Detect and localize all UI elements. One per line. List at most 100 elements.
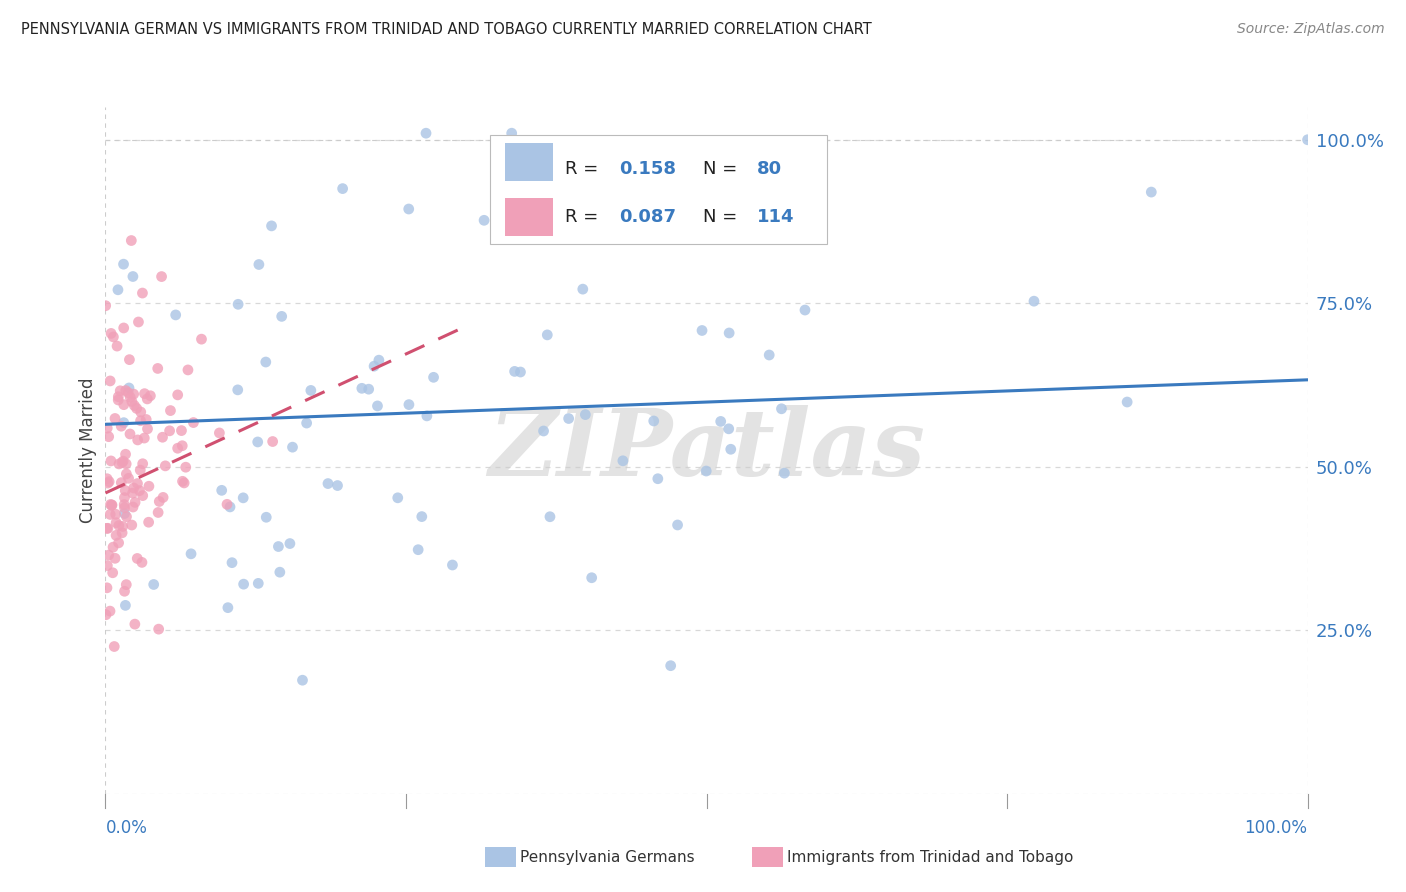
Point [127,315,149,329]
Point [501,126,523,140]
Point [134,386,156,401]
Point [118,381,141,395]
Point [165,308,187,322]
Point [134,431,156,445]
Point [112,257,135,271]
Point [152,430,174,444]
Point [226,297,249,311]
Point [533,424,555,438]
Point [107,390,129,404]
Text: ZIPatlas: ZIPatlas [488,406,925,495]
Point [538,509,561,524]
Point [100,498,122,512]
Point [96,581,118,595]
Point [111,456,134,470]
Point [148,622,170,636]
Y-axis label: Currently Married: Currently Married [79,377,97,524]
Text: N =: N = [703,160,742,178]
Point [269,565,291,579]
Text: Source: ZipAtlas.com: Source: ZipAtlas.com [1237,22,1385,37]
Point [110,419,132,434]
Point [270,310,292,324]
Point [142,577,165,591]
Point [100,498,122,512]
Point [127,476,149,491]
Point [97,521,120,535]
Point [94,299,117,313]
Text: R =: R = [565,160,603,178]
Point [115,577,138,591]
Point [180,547,202,561]
Point [794,303,817,318]
Point [159,424,181,438]
Point [366,399,388,413]
Point [96,521,118,535]
Point [247,576,270,591]
Point [125,401,148,416]
Point [246,434,269,449]
Point [98,475,121,489]
Point [406,542,429,557]
Point [101,498,124,512]
Point [101,540,124,554]
Point [183,416,205,430]
Point [122,269,145,284]
Point [557,411,579,425]
Point [581,571,603,585]
Point [124,617,146,632]
Point [115,467,138,481]
Point [105,516,128,530]
Point [773,466,796,480]
Point [97,430,120,444]
Point [172,475,194,489]
Point [100,326,122,341]
Point [107,392,129,407]
Point [278,536,301,550]
Point [718,326,741,340]
Point [114,384,136,398]
Text: R =: R = [565,208,603,227]
Point [659,658,682,673]
Point [139,389,162,403]
Point [710,414,733,428]
Point [129,463,152,477]
Point [363,359,385,374]
Point [111,525,134,540]
Point [121,518,143,533]
Point [114,491,136,505]
Point [695,464,717,478]
Point [211,483,233,498]
Text: 100.0%: 100.0% [1244,819,1308,837]
Point [152,491,174,505]
Point [135,412,157,426]
Point [232,491,254,505]
Point [177,363,200,377]
Point [114,447,136,461]
FancyBboxPatch shape [505,143,553,180]
Text: 114: 114 [756,208,794,227]
Point [103,330,125,344]
Point [173,475,195,490]
Point [357,382,380,396]
Text: 0.087: 0.087 [619,208,676,227]
Point [110,384,132,398]
Point [129,414,152,428]
Point [112,398,135,412]
Point [472,213,495,227]
Point [132,489,155,503]
Point [536,327,558,342]
Point [118,352,141,367]
Point [103,640,125,654]
Point [131,457,153,471]
Point [415,126,437,140]
Point [254,510,277,524]
Point [509,365,531,379]
Point [159,403,181,417]
Point [112,498,135,512]
Point [208,425,231,440]
Point [131,555,153,569]
Point [267,540,290,554]
Point [136,422,159,436]
Point [118,427,141,442]
Point [666,518,689,533]
